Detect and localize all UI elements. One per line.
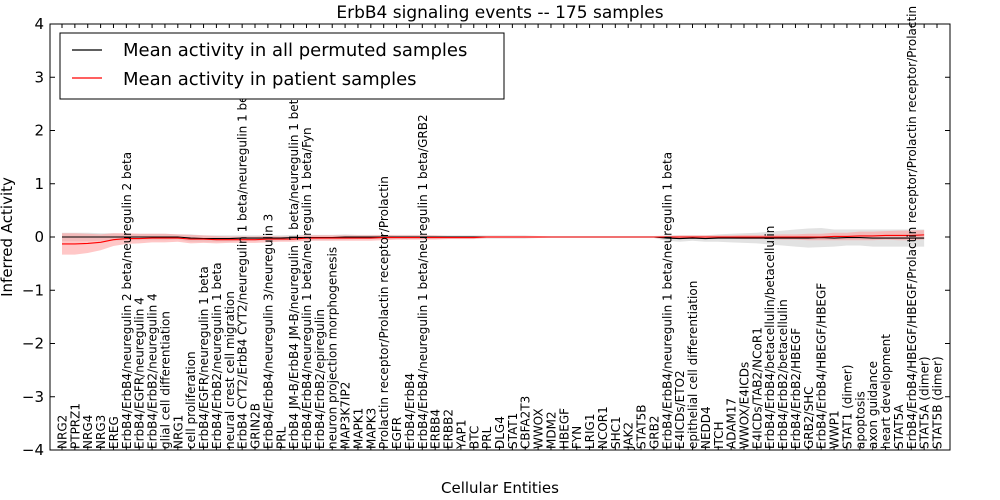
x-tick-label: ErbB4 CYT2/ErbB4 CYT2/neuregulin 1 beta/… [236,83,250,449]
x-tick-label: ErbB4/ErbB4/neuregulin 1 beta/neuregulin… [416,114,430,449]
x-tick-label: ErbB4/ErbB2/epiregulin [313,309,327,449]
x-tick-label: ErbB4/ErbB4 [403,373,417,449]
y-tick-label: −3 [22,388,44,406]
x-tick-label: heart development [879,334,893,449]
x-tick-label: Prolactin receptor/Prolactin receptor/Pr… [377,176,391,449]
x-tick-label: neuron projection morphogenesis [326,247,340,449]
x-tick-label: ErbB4/ErbB2/neuregulin 1 beta [210,262,224,449]
x-tick-label: ErbB4/ErbB4/HBEGF/HBEGF [815,283,829,449]
x-tick-label: EGFR [390,417,404,449]
x-tick-label: ErbB4/ErbB2/HBEGF [789,328,803,449]
x-tick-label: E4ICDs/ETO2 [673,370,687,449]
x-tick-label: NRG2 [56,415,70,449]
x-tick-label: NRG4 [81,415,95,449]
series-lines [62,234,925,245]
x-tick-label: E4ICDs/TAB2/NCoR1 [750,327,764,449]
x-tick-label: epithelial cell differentiation [686,281,700,449]
x-tick-label: HBEGF [557,408,571,449]
x-tick-label: ErbB4/ErbB4/betacellulin/betacellulin [763,226,777,449]
line-patient [62,234,925,245]
x-tick-label: glial cell differentiation [158,311,172,449]
x-tick-label: BTC [467,426,481,449]
x-tick-label: GRIN2B [249,403,263,449]
x-tick-label: ErbB4/ErbB4/neuregulin 2 beta/neuregulin… [120,152,134,449]
x-tick-label: STAT5B (dimer) [931,356,945,449]
x-tick-label: YAP1 [454,420,468,450]
x-tick-label: axon guidance [866,361,880,449]
x-tick-label: apoptosis [853,391,867,449]
x-tick-label: JAK2 [622,422,636,450]
x-tick-label: MDM2 [544,411,558,449]
legend-label-patient: Mean activity in patient samples [123,69,417,90]
x-tick-label: WWP1 [828,410,842,449]
x-tick-label: MAP3K7IP2 [339,382,353,449]
y-tick-label: −4 [22,441,44,459]
x-tick-label: ErbB4/EGFR/neuregulin 1 beta [197,266,211,449]
x-tick-label: MAPK3 [364,408,378,449]
x-tick-label: EREG [107,416,121,449]
x-tick-label: ErbB4 JM-B/ErbB4 JM-B/neuregulin 1 beta/… [287,92,301,449]
x-tick-label: CBFA2T3 [519,396,533,449]
x-tick-label: STAT5A (dimer) [918,356,932,449]
x-tick-label: MAPK1 [351,408,365,449]
y-tick-label: 3 [34,68,44,86]
x-tick-label: NEDD4 [699,406,713,449]
x-tick-label: SHC1 [609,416,623,449]
x-tick-label: STAT1 [506,413,520,449]
legend-box [59,32,505,100]
x-axis: NRG2PTPRZ1NRG4NRG3EREGErbB4/ErbB4/neureg… [56,6,945,450]
y-axis: −4 −3 −2 −1 0 1 2 3 4 [22,15,950,459]
x-tick-label: ErbB4/ErbB4/neuregulin 1 beta/neuregulin… [660,152,674,449]
x-axis-label: Cellular Entities [441,479,559,497]
x-tick-label: ErbB4/ErbB4/HBEGF/HBEGF/Prolactin recept… [905,6,919,449]
x-tick-label: PRL [274,426,288,449]
x-tick-label: GRB2/SHC [802,386,816,449]
x-tick-label: PTPRZ1 [68,403,82,449]
x-tick-label: WWOX [532,408,546,449]
x-tick-label: cell proliferation [184,351,198,449]
x-tick-label: ERBB2 [442,409,456,449]
x-tick-label: ErbB4/EGFR/neuregulin 4 [133,297,147,449]
x-tick-label: STAT5A [892,404,906,449]
x-tick-label: ErbB4/ErbB2/betacellulin [776,299,790,449]
y-tick-label: 0 [34,228,44,246]
x-tick-label: ADAM17 [725,398,739,449]
confidence-bands [62,227,925,255]
legend-label-permuted: Mean activity in all permuted samples [123,40,467,61]
legend: Mean activity in all permuted samples Me… [59,32,505,100]
x-tick-label: ERBB4 [429,409,443,449]
x-tick-label: ITCH [712,421,726,449]
x-tick-label: DLG4 [493,416,507,449]
x-tick-label: ErbB4/ErbB4/neuregulin 1 beta/neuregulin… [300,127,314,449]
x-tick-label: ErbB4/ErbB4/neuregulin 3/neuregulin 3 [261,214,275,449]
x-tick-label: GRB2 [647,415,661,449]
x-tick-label: NRG1 [171,415,185,449]
x-tick-label: neural crest cell migration [223,291,237,449]
x-tick-label: STAT1 (dimer) [840,365,854,449]
y-tick-label: −2 [22,335,44,353]
y-tick-label: 4 [34,15,44,33]
band-patient [62,230,925,255]
x-tick-label: ErbB4/ErbB2/neuregulin 4 [146,293,160,449]
y-tick-label: 1 [34,175,44,193]
chart-title: ErbB4 signaling events -- 175 samples [336,3,663,23]
x-tick-label: PRL [480,426,494,449]
y-tick-label: 2 [34,122,44,140]
x-tick-label: LRIG1 [583,414,597,450]
x-tick-label: FYN [570,426,584,449]
x-tick-label: STAT5B [635,405,649,450]
y-axis-label: Inferred Activity [0,177,16,297]
x-tick-label: NCOR1 [596,406,610,449]
x-tick-label: NRG3 [94,415,108,449]
x-tick-label: WWOX/E4ICDs [737,362,751,449]
y-tick-label: −1 [22,281,44,299]
